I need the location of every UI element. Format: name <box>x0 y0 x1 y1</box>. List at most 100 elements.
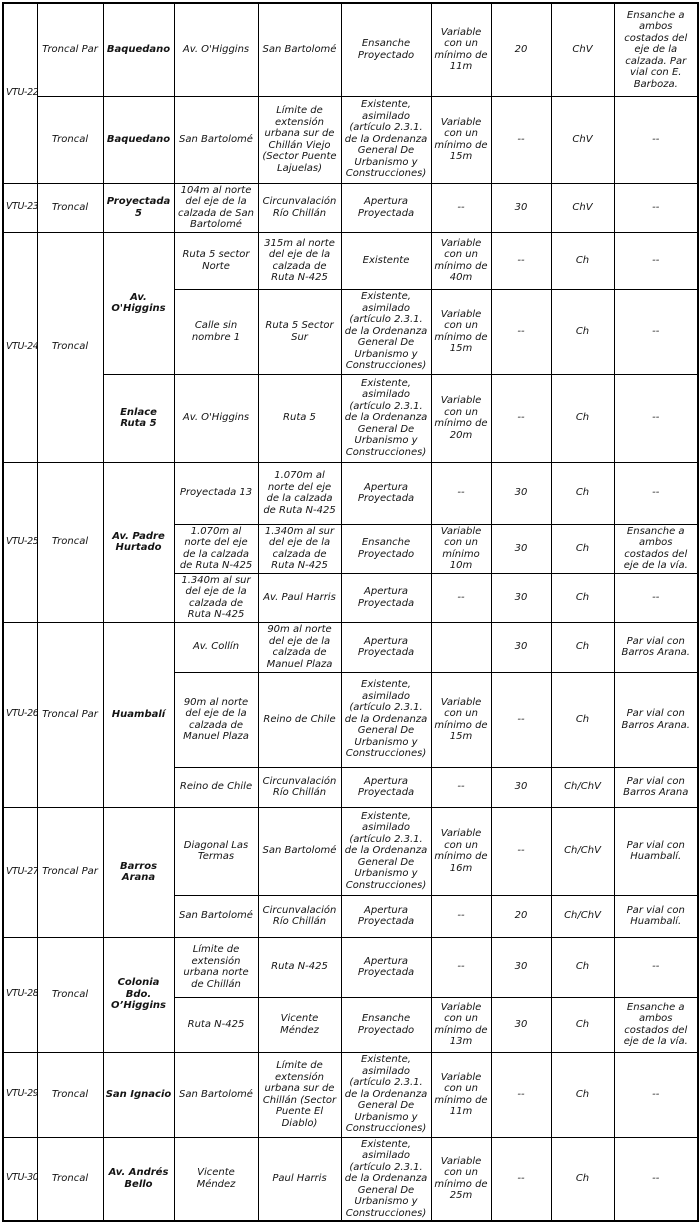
cell-tramo-desde: Límite de extensión urbana norte de Chil… <box>173 936 259 998</box>
cell-ancho-variable: Variable con un mínimo de 25m <box>430 1136 492 1222</box>
cell-categoria: Troncal <box>36 1051 104 1138</box>
cell-observaciones: -- <box>613 572 699 623</box>
cell-ancho-variable <box>430 621 492 673</box>
table-row: 90m al norte del eje de la calzada de Ma… <box>3 671 699 768</box>
cell-categoria: Troncal Par <box>36 621 104 808</box>
table-row: VTU-22 Troncal Par Baquedano Av. O'Higgins S… <box>2 2 699 184</box>
cell-tipo: Ch/ChV <box>550 806 615 896</box>
cell-tramo-desde: 90m al norte del eje de la calzada de Ma… <box>173 671 259 768</box>
cell-tramo-desde: Av. O'Higgins <box>173 373 259 463</box>
cell-ancho-variable: Variable con un mínimo de 16m <box>430 806 492 896</box>
cell-situacion: Existente, asimilado (artículo 2.3.1. de… <box>340 1051 432 1138</box>
cell-ancho-m: 30 <box>490 936 552 998</box>
cell-nombre: Baquedano <box>102 95 175 184</box>
cell-ancho-m: 20 <box>490 894 552 938</box>
cell-categoria: Troncal <box>36 936 104 1053</box>
cell-ancho-variable: Variable con un mínimo de 15m <box>430 671 492 768</box>
cell-tramo-desde: Calle sin nombre 1 <box>173 288 259 375</box>
cell-categoria: Troncal <box>36 182 104 233</box>
cell-ancho-variable: Variable con un mínimo de 15m <box>430 95 492 184</box>
cell-tipo: Ch <box>550 621 615 673</box>
cell-tramo-hasta: Vicente Méndez <box>257 996 342 1053</box>
cell-nombre: Av. O'Higgins <box>102 231 175 375</box>
cell-ancho-variable: -- <box>430 766 492 808</box>
cell-tramo-hasta: Límite de extensión urbana sur de Chillá… <box>257 1051 342 1138</box>
cell-situacion: Apertura Proyectada <box>340 936 432 998</box>
cell-nombre: Barros Arana <box>102 806 175 938</box>
cell-observaciones: Ensanche a ambos costados del eje de la … <box>613 996 699 1053</box>
cell-tipo: Ch <box>550 288 615 375</box>
cell-ancho-m: -- <box>490 1051 552 1138</box>
cell-tramo-desde: Vicente Méndez <box>173 1136 259 1222</box>
cell-situacion: Existente, asimilado (artículo 2.3.1. de… <box>340 671 432 768</box>
cell-situacion: Existente, asimilado (artículo 2.3.1. de… <box>340 288 432 375</box>
cell-situacion: Apertura Proyectada <box>340 461 432 525</box>
cell-tramo-desde: Av. O'Higgins <box>173 2 259 97</box>
cell-ancho-m: -- <box>490 671 552 768</box>
cell-situacion: Existente, asimilado (artículo 2.3.1. de… <box>340 373 432 463</box>
cell-tramo-hasta: Av. Paul Harris <box>257 572 342 623</box>
cell-situacion: Ensanche Proyectado <box>340 996 432 1053</box>
cell-situacion: Ensanche Proyectado <box>340 2 432 97</box>
cell-situacion: Existente, asimilado (artículo 2.3.1. de… <box>340 95 432 184</box>
cell-nombre: Huambalí <box>102 621 175 808</box>
cell-nombre: Proyectada 5 <box>102 182 175 233</box>
cell-tramo-hasta: Límite de extensión urbana sur de Chillá… <box>257 95 342 184</box>
cell-ancho-variable: Variable con un mínimo de 11m <box>430 1051 492 1138</box>
cell-tramo-desde: Diagonal Las Termas <box>173 806 259 896</box>
cell-categoria: Troncal <box>36 231 104 463</box>
cell-ancho-m: 30 <box>490 461 552 525</box>
cell-tramo-desde: 1.340m al sur del eje de la calzada de R… <box>173 572 259 623</box>
cell-tipo: Ch <box>550 936 615 998</box>
cell-observaciones: Par vial con Huambalí. <box>613 894 699 938</box>
cell-tramo-desde: Av. Collín <box>173 621 259 673</box>
cell-codigo: VTU-28 <box>2 936 38 1053</box>
cell-situacion: Existente <box>340 231 432 290</box>
cell-tramo-hasta: San Bartolomé <box>257 806 342 896</box>
table-row: Reino de Chile Circunvalación Río Chillán… <box>3 766 699 808</box>
cell-tramo-desde: 1.070m al norte del eje de la calzada de… <box>173 523 259 574</box>
cell-tramo-hasta: 315m al norte del eje de la calzada de R… <box>257 231 342 290</box>
cell-tipo: ChV <box>550 2 615 97</box>
cell-ancho-m: -- <box>490 373 552 463</box>
cell-observaciones: Par vial con Barros Arana <box>613 766 699 808</box>
cell-ancho-variable: Variable con un mínimo 10m <box>430 523 492 574</box>
cell-ancho-variable: Variable con un mínimo de 13m <box>430 996 492 1053</box>
cell-tipo: ChV <box>550 95 615 184</box>
cell-observaciones: -- <box>613 182 699 233</box>
cell-observaciones: -- <box>613 373 699 463</box>
cell-tramo-hasta: 90m al norte del eje de la calzada de Ma… <box>257 621 342 673</box>
cell-ancho-m: 30 <box>490 766 552 808</box>
cell-categoria: Troncal Par <box>36 806 104 938</box>
cell-ancho-variable: -- <box>430 572 492 623</box>
cell-tipo: Ch <box>550 1051 615 1138</box>
cell-situacion: Apertura Proyectada <box>340 766 432 808</box>
cell-codigo: VTU-27 <box>2 806 38 938</box>
table-row: VTU-25 Troncal Av. Padre Hurtado Proyectada… <box>2 461 699 623</box>
cell-codigo: VTU-22 <box>2 2 38 184</box>
cell-situacion: Ensanche Proyectado <box>340 523 432 574</box>
table-row: Troncal Baquedano San Bartolomé Límite de e… <box>3 95 699 184</box>
cell-tramo-hasta: Ruta N-425 <box>257 936 342 998</box>
cell-tramo-hasta: Paul Harris <box>257 1136 342 1222</box>
table-row: VTU-24 Troncal Av. O'Higgins Ruta 5 sector … <box>2 231 699 463</box>
cell-ancho-variable: Variable con un mínimo de 20m <box>430 373 492 463</box>
cell-tramo-hasta: 1.340m al sur del eje de la calzada de R… <box>257 523 342 574</box>
cell-situacion: Apertura Proyectada <box>340 182 432 233</box>
cell-tramo-desde: San Bartolomé <box>173 894 259 938</box>
table-row: VTU-23 Troncal Proyectada 5 104m al norte d… <box>2 182 699 233</box>
cell-tramo-desde: Proyectada 13 <box>173 461 259 525</box>
cell-tipo: Ch <box>550 373 615 463</box>
cell-nombre: Enlace Ruta 5 <box>102 373 175 463</box>
cell-tramo-hasta: 1.070m al norte del eje de la calzada de… <box>257 461 342 525</box>
table-row: Calle sin nombre 1 Ruta 5 Sector Sur Exist… <box>3 288 699 375</box>
cell-tramo-desde: Ruta 5 sector Norte <box>173 231 259 290</box>
cell-nombre: Colonia Bdo. O’Higgins <box>102 936 175 1053</box>
cell-ancho-m: 30 <box>490 996 552 1053</box>
cell-observaciones: Ensanche a ambos costados del eje de la … <box>613 523 699 574</box>
cell-ancho-variable: -- <box>430 936 492 998</box>
cell-categoria: Troncal <box>36 1136 104 1222</box>
table-row: 1.340m al sur del eje de la calzada de R… <box>3 572 699 623</box>
cell-tipo: Ch <box>550 996 615 1053</box>
cell-codigo: VTU-30 <box>2 1136 38 1222</box>
